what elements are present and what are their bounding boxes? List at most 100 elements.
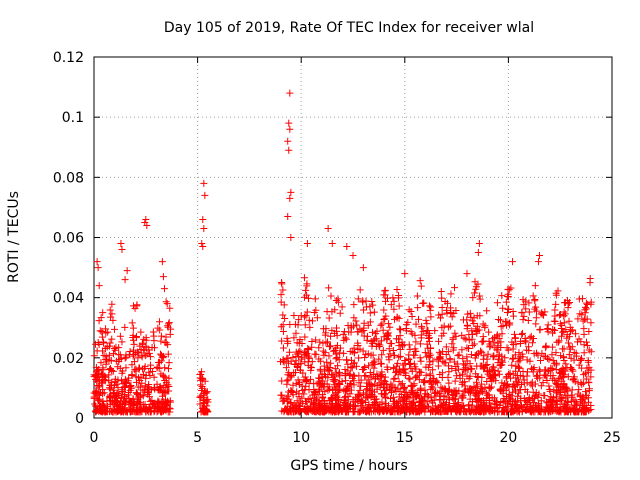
data-point — [279, 321, 287, 329]
data-point — [333, 402, 341, 410]
data-point — [345, 328, 353, 336]
data-point — [162, 298, 170, 306]
y-tick-label: 0.02 — [53, 351, 84, 367]
data-point — [395, 302, 403, 310]
data-point — [460, 334, 468, 342]
data-point — [112, 357, 120, 365]
data-point — [160, 381, 168, 389]
data-point — [426, 306, 434, 314]
data-point — [512, 387, 520, 395]
data-point — [415, 407, 423, 415]
data-point — [115, 392, 123, 400]
data-point — [292, 357, 300, 365]
data-point — [569, 367, 577, 375]
data-point — [389, 346, 397, 354]
data-point — [431, 389, 439, 397]
data-point — [130, 340, 138, 348]
data-point — [132, 349, 140, 357]
data-point — [199, 243, 207, 251]
data-point — [318, 402, 326, 410]
y-tick-label: 0.06 — [53, 231, 84, 247]
data-point — [459, 316, 467, 324]
data-point — [146, 407, 154, 415]
data-point — [108, 335, 116, 343]
data-point — [366, 386, 374, 394]
data-point — [356, 286, 364, 294]
data-point — [563, 407, 571, 415]
data-point — [390, 375, 398, 383]
data-point — [557, 386, 565, 394]
data-point — [390, 297, 398, 305]
data-point — [574, 315, 582, 323]
data-point — [150, 373, 158, 381]
data-point — [377, 390, 385, 398]
data-point — [157, 332, 165, 340]
data-point — [95, 406, 103, 414]
data-point — [96, 327, 104, 335]
data-point — [470, 382, 478, 390]
data-point — [142, 344, 150, 352]
data-point — [366, 309, 374, 317]
data-point — [505, 371, 513, 379]
data-point — [160, 388, 168, 396]
data-point — [138, 379, 146, 387]
data-point — [427, 313, 435, 321]
data-point — [108, 310, 116, 318]
data-point — [396, 332, 404, 340]
y-tick-label: 0 — [75, 411, 84, 427]
data-point — [200, 391, 208, 399]
data-point — [556, 320, 564, 328]
data-point — [385, 356, 393, 364]
y-tick-label: 0.04 — [53, 291, 84, 307]
data-point — [147, 361, 155, 369]
data-point — [137, 405, 145, 413]
data-point — [281, 315, 289, 323]
data-point — [287, 387, 295, 395]
data-point — [585, 327, 593, 335]
data-point — [552, 291, 560, 299]
data-point — [536, 325, 544, 333]
data-point — [362, 351, 370, 359]
data-point — [519, 353, 527, 361]
data-point — [564, 387, 572, 395]
data-point — [570, 396, 578, 404]
data-point — [507, 284, 515, 292]
data-point — [342, 335, 350, 343]
data-point — [100, 407, 108, 415]
data-point — [369, 359, 377, 367]
data-point — [522, 305, 530, 313]
data-point — [417, 386, 425, 394]
data-point — [355, 408, 363, 416]
data-point — [549, 357, 557, 365]
data-point — [528, 365, 536, 373]
data-point — [577, 408, 585, 416]
x-tick-label: 0 — [90, 430, 99, 446]
data-point — [383, 363, 391, 371]
data-point — [354, 345, 362, 353]
data-point — [129, 336, 137, 344]
data-point — [478, 338, 486, 346]
data-point — [550, 394, 558, 402]
data-point — [567, 328, 575, 336]
data-point — [417, 357, 425, 365]
y-tick-label: 0.12 — [53, 50, 84, 66]
data-point — [399, 397, 407, 405]
data-point — [557, 311, 565, 319]
data-point — [304, 358, 312, 366]
data-point — [489, 363, 497, 371]
data-point — [559, 372, 567, 380]
data-point — [470, 320, 478, 328]
data-point — [279, 327, 287, 335]
data-point — [111, 346, 119, 354]
data-point — [474, 373, 482, 381]
data-point — [133, 395, 141, 403]
data-point — [476, 292, 484, 300]
data-point — [423, 340, 431, 348]
data-point — [542, 344, 550, 352]
data-point — [560, 371, 568, 379]
data-point — [286, 321, 294, 329]
data-point — [429, 408, 437, 416]
data-point — [95, 317, 103, 325]
data-point — [290, 401, 298, 409]
data-point — [490, 371, 498, 379]
